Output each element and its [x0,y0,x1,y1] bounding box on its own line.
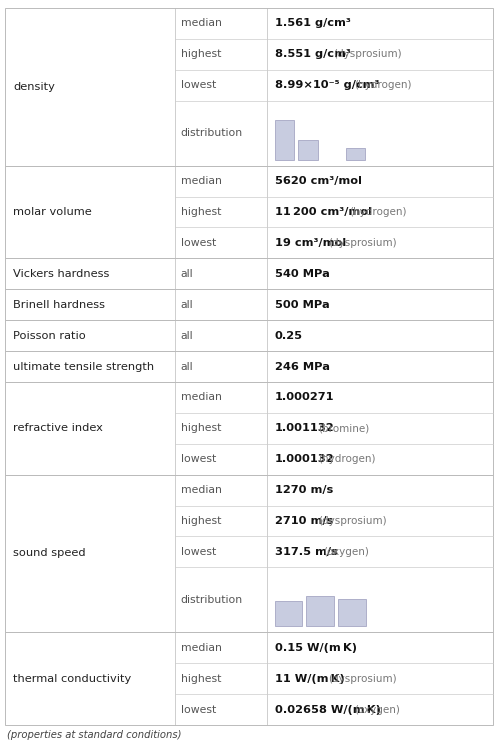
Text: (properties at standard conditions): (properties at standard conditions) [7,730,181,740]
Text: median: median [181,19,222,28]
Text: median: median [181,176,222,186]
Text: lowest: lowest [181,80,216,90]
Text: 2710 m/s: 2710 m/s [274,516,333,526]
Text: sound speed: sound speed [13,548,86,559]
Text: Poisson ratio: Poisson ratio [13,331,86,341]
Text: all: all [181,300,193,310]
Bar [298,140,318,160]
Bar [5,474,493,632]
Text: lowest: lowest [181,454,216,464]
Text: lowest: lowest [181,547,216,557]
Text: all: all [181,362,193,371]
Text: lowest: lowest [181,704,216,715]
Bar [5,289,493,320]
Bar [5,258,493,289]
Text: all: all [181,331,193,341]
Bar [274,601,302,626]
Text: 1.000271: 1.000271 [274,392,334,403]
Text: 0.02658 W/(m K): 0.02658 W/(m K) [274,704,380,715]
Text: (hydrogen): (hydrogen) [354,80,411,90]
Bar [5,8,493,166]
Text: Brinell hardness: Brinell hardness [13,300,105,310]
Text: (oxygen): (oxygen) [354,704,400,715]
Text: distribution: distribution [181,595,243,605]
Text: 8.99×10⁻⁵ g/cm³: 8.99×10⁻⁵ g/cm³ [274,80,379,90]
Bar [274,120,294,160]
Text: lowest: lowest [181,238,216,248]
Bar [5,166,493,258]
Text: 8.551 g/cm³: 8.551 g/cm³ [274,49,351,59]
Text: Vickers hardness: Vickers hardness [13,269,110,279]
Text: 500 MPa: 500 MPa [274,300,329,310]
Bar [346,148,366,160]
Text: (hydrogen): (hydrogen) [349,207,406,217]
Text: 540 MPa: 540 MPa [274,269,330,279]
Text: 1.561 g/cm³: 1.561 g/cm³ [274,19,351,28]
Text: 11 200 cm³/mol: 11 200 cm³/mol [274,207,372,217]
Text: highest: highest [181,207,221,217]
Text: 0.25: 0.25 [274,331,303,341]
Text: thermal conductivity: thermal conductivity [13,674,131,684]
Text: distribution: distribution [181,128,243,138]
Text: all: all [181,269,193,279]
Text: (bromine): (bromine) [318,424,370,433]
Text: median: median [181,485,222,495]
Text: 0.15 W/(m K): 0.15 W/(m K) [274,642,357,653]
Text: 1270 m/s: 1270 m/s [274,485,333,495]
Text: (dysprosium): (dysprosium) [334,49,402,59]
Text: 317.5 m/s: 317.5 m/s [274,547,337,557]
Text: (dysprosium): (dysprosium) [328,674,397,684]
Text: highest: highest [181,424,221,433]
Text: median: median [181,642,222,653]
Text: (oxygen): (oxygen) [323,547,369,557]
Text: 19 cm³/mol: 19 cm³/mol [274,238,346,248]
Text: ultimate tensile strength: ultimate tensile strength [13,362,154,371]
Text: refractive index: refractive index [13,424,103,433]
Bar [5,320,493,351]
Text: highest: highest [181,516,221,526]
Text: molar volume: molar volume [13,207,92,217]
Text: (dysprosium): (dysprosium) [328,238,397,248]
Text: (hydrogen): (hydrogen) [318,454,375,464]
Text: highest: highest [181,49,221,59]
Text: 246 MPa: 246 MPa [274,362,330,371]
Text: density: density [13,82,55,92]
Text: 11 W/(m K): 11 W/(m K) [274,674,344,684]
Text: (dysprosium): (dysprosium) [318,516,387,526]
Bar [338,599,366,626]
Text: 1.001132: 1.001132 [274,424,334,433]
Text: median: median [181,392,222,403]
Bar [5,351,493,382]
Text: highest: highest [181,674,221,684]
Bar [5,632,493,725]
Text: 1.000132: 1.000132 [274,454,334,464]
Bar [306,595,334,626]
Bar [5,382,493,474]
Text: 5620 cm³/mol: 5620 cm³/mol [274,176,362,186]
